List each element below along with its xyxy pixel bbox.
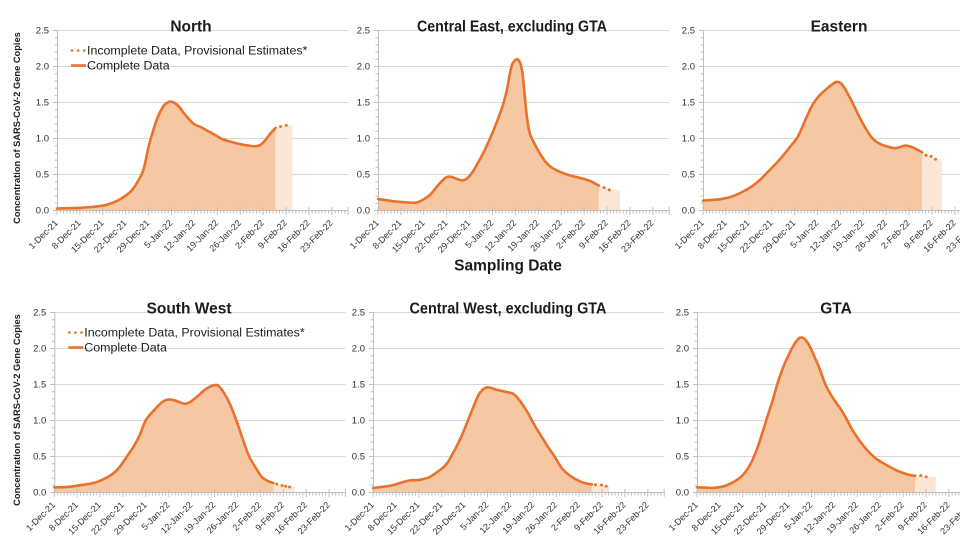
svg-text:2.0: 2.0 xyxy=(357,62,370,73)
svg-text:0.0: 0.0 xyxy=(36,206,49,217)
svg-text:1.5: 1.5 xyxy=(682,98,695,109)
svg-text:0.5: 0.5 xyxy=(36,170,49,181)
svg-text:Central East, excluding GTA: Central East, excluding GTA xyxy=(417,19,607,36)
svg-text:1.0: 1.0 xyxy=(682,134,695,145)
svg-text:2.5: 2.5 xyxy=(33,308,46,319)
svg-text:2.0: 2.0 xyxy=(352,344,365,355)
svg-text:0.5: 0.5 xyxy=(682,170,695,181)
svg-text:1.5: 1.5 xyxy=(36,98,49,109)
svg-text:2.5: 2.5 xyxy=(676,308,689,319)
svg-text:Sampling Date: Sampling Date xyxy=(454,258,562,275)
svg-text:2.5: 2.5 xyxy=(682,26,695,37)
svg-text:0.5: 0.5 xyxy=(352,452,365,463)
svg-text:GTA: GTA xyxy=(820,301,852,318)
svg-text:1.5: 1.5 xyxy=(33,380,46,391)
svg-text:Eastern: Eastern xyxy=(811,19,868,36)
svg-text:2.0: 2.0 xyxy=(682,62,695,73)
svg-text:Central West, excluding GTA: Central West, excluding GTA xyxy=(410,301,607,318)
svg-text:Concentration of SARS-CoV-2 Ge: Concentration of SARS-CoV-2 Gene Copies xyxy=(12,314,22,506)
svg-text:2.0: 2.0 xyxy=(36,62,49,73)
svg-text:2.5: 2.5 xyxy=(36,26,49,37)
svg-text:0.5: 0.5 xyxy=(676,452,689,463)
svg-text:North: North xyxy=(170,19,211,36)
svg-text:South West: South West xyxy=(147,301,232,318)
svg-text:2.5: 2.5 xyxy=(352,308,365,319)
svg-text:1.0: 1.0 xyxy=(676,416,689,427)
svg-text:2.5: 2.5 xyxy=(357,26,370,37)
svg-text:Incomplete Data, Provisional E: Incomplete Data, Provisional Estimates* xyxy=(84,326,305,340)
svg-text:1.5: 1.5 xyxy=(357,98,370,109)
svg-text:0.5: 0.5 xyxy=(33,452,46,463)
svg-text:0.0: 0.0 xyxy=(357,206,370,217)
svg-text:1.0: 1.0 xyxy=(352,416,365,427)
svg-text:Complete Data: Complete Data xyxy=(84,341,167,355)
svg-text:0.0: 0.0 xyxy=(33,488,46,499)
svg-text:2.0: 2.0 xyxy=(676,344,689,355)
svg-text:1.0: 1.0 xyxy=(33,416,46,427)
svg-text:1.5: 1.5 xyxy=(676,380,689,391)
svg-text:Complete Data: Complete Data xyxy=(87,59,170,73)
svg-text:Concentration of SARS-CoV-2 Ge: Concentration of SARS-CoV-2 Gene Copies xyxy=(12,32,22,224)
svg-text:0.0: 0.0 xyxy=(676,488,689,499)
svg-text:1.0: 1.0 xyxy=(357,134,370,145)
svg-text:1.5: 1.5 xyxy=(352,380,365,391)
svg-text:0.0: 0.0 xyxy=(682,206,695,217)
svg-text:1.0: 1.0 xyxy=(36,134,49,145)
svg-text:2.0: 2.0 xyxy=(33,344,46,355)
svg-text:0.5: 0.5 xyxy=(357,170,370,181)
svg-text:0.0: 0.0 xyxy=(352,488,365,499)
svg-text:Incomplete Data, Provisional E: Incomplete Data, Provisional Estimates* xyxy=(87,44,308,58)
